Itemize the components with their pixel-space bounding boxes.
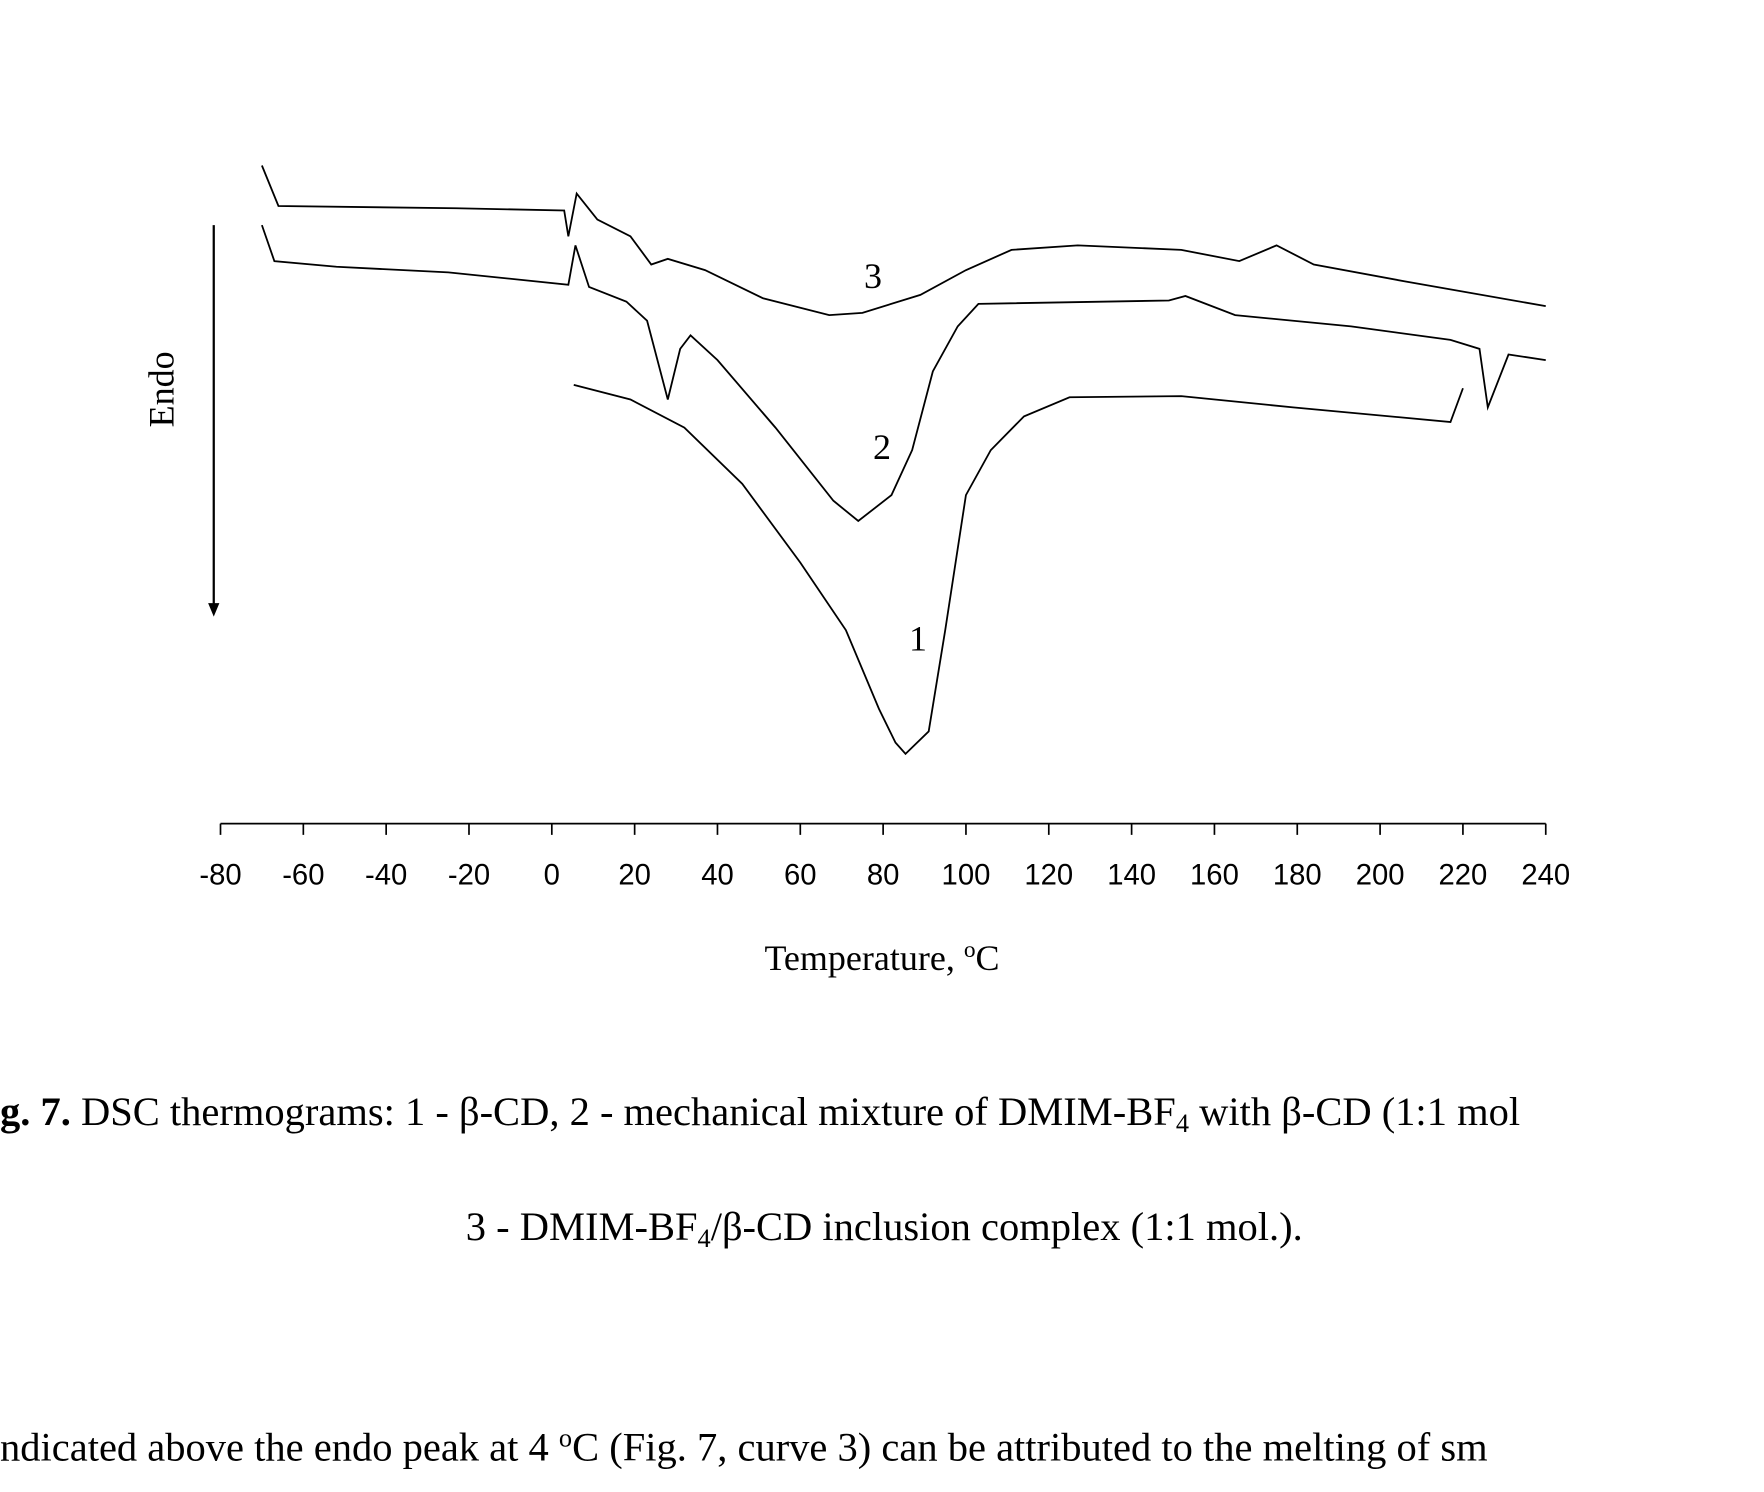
x-tick-label: 120: [1024, 859, 1073, 891]
caption-line: 3 - DMIM-BF4/β-CD inclusion complex (1:1…: [466, 1204, 1303, 1253]
x-tick-label: 200: [1356, 859, 1405, 891]
text-run: C (Fig. 7, curve 3) can be attributed to…: [572, 1424, 1488, 1469]
caption-line: g. 7. DSC thermograms: 1 - β-CD, 2 - mec…: [0, 1089, 1520, 1138]
x-tick-label: 20: [618, 859, 651, 891]
x-tick-label: 240: [1521, 859, 1570, 891]
text-run: DSC thermograms: 1 - β-CD, 2 - mechanica…: [71, 1089, 1176, 1134]
caption-label: g. 7.: [0, 1089, 71, 1134]
x-tick-label: 80: [867, 859, 900, 891]
x-tick-label: 100: [942, 859, 991, 891]
endo-arrowhead: [208, 603, 220, 617]
x-tick-label: -80: [199, 859, 241, 891]
curve-label: 3: [864, 256, 882, 296]
x-tick-label: 160: [1190, 859, 1239, 891]
text-run: Temperature,: [764, 938, 963, 978]
curve: [261, 165, 1546, 317]
curve-label: 2: [873, 427, 891, 467]
text-run: C: [976, 938, 1000, 978]
text-run: with β-CD (1:1 mol: [1189, 1089, 1520, 1134]
subscript: 4: [1176, 1109, 1189, 1138]
x-tick-label: 180: [1273, 859, 1322, 891]
curve-label: 1: [909, 618, 927, 658]
x-tick-label: 0: [544, 859, 560, 891]
x-tick-label: -40: [365, 859, 407, 891]
x-tick-label: -20: [448, 859, 490, 891]
body-text: ndicated above the endo peak at 4 oC (Fi…: [0, 1423, 1488, 1469]
subscript: 4: [698, 1223, 711, 1252]
text-run: /β-CD inclusion complex (1:1 mol.).: [711, 1204, 1303, 1249]
x-tick-label: 140: [1107, 859, 1156, 891]
curve: [261, 224, 1546, 523]
x-tick-label: 60: [784, 859, 817, 891]
supscript: o: [964, 937, 976, 963]
x-axis-label: Temperature, oC: [764, 937, 999, 978]
text-run: 3 - DMIM-BF: [466, 1204, 698, 1249]
x-tick-label: 40: [701, 859, 734, 891]
curve: [573, 384, 1464, 756]
x-tick-label: 220: [1439, 859, 1488, 891]
y-axis-label: Endo: [141, 351, 181, 427]
text-run: ndicated above the endo peak at 4: [0, 1424, 559, 1469]
x-tick-label: -60: [282, 859, 324, 891]
supscript: o: [559, 1423, 572, 1452]
